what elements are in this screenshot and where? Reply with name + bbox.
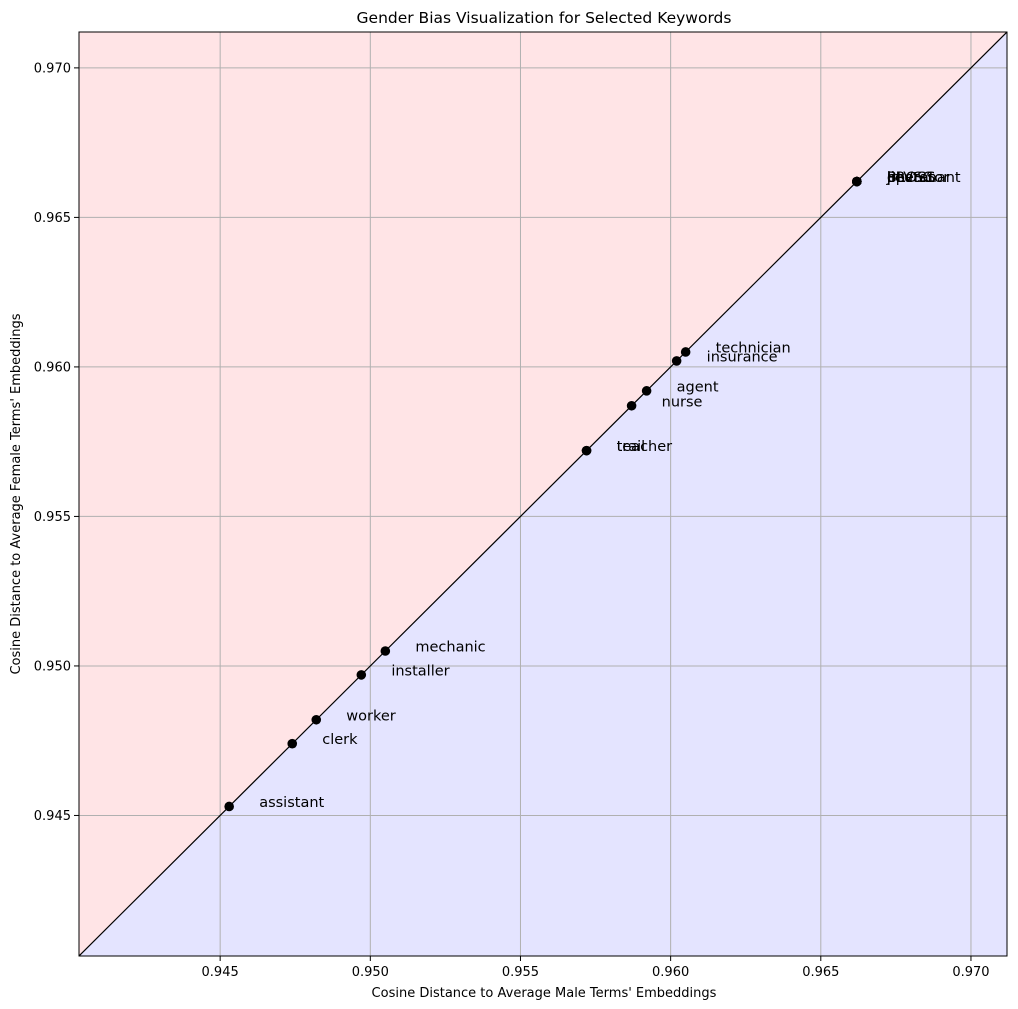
grid-lines bbox=[79, 32, 1007, 956]
point-label: installer bbox=[391, 663, 449, 679]
plot-frame bbox=[78, 31, 1008, 957]
data-point bbox=[680, 347, 691, 357]
point-label: nurse bbox=[662, 394, 703, 410]
chart-title: Gender Bias Visualization for Selected K… bbox=[357, 9, 732, 27]
x-tick-label: 0.945 bbox=[202, 965, 239, 980]
point-label: trail bbox=[617, 439, 646, 455]
data-points bbox=[224, 176, 862, 812]
y-tick-label: 0.960 bbox=[34, 360, 71, 375]
x-tick-label: 0.970 bbox=[952, 965, 989, 980]
data-point bbox=[380, 646, 391, 656]
y-tick-label: 0.965 bbox=[34, 211, 71, 226]
y-tick-label: 0.970 bbox=[34, 61, 71, 76]
point-label: Jr bbox=[886, 170, 897, 186]
point-label: PROSS bbox=[887, 170, 936, 186]
point-label: BLVSC bbox=[887, 170, 933, 186]
x-tick-label: 0.955 bbox=[502, 965, 539, 980]
point-labels: assistant clerk worker installer mechanic tea… bbox=[259, 170, 961, 811]
x-tick-label: 0.960 bbox=[652, 965, 689, 980]
data-point bbox=[626, 400, 637, 411]
point-label: lieutenant bbox=[887, 170, 961, 186]
data-point bbox=[356, 670, 367, 680]
point-label: clerk bbox=[322, 732, 358, 748]
y-axis-label: Cosine Distance to Average Female Terms'… bbox=[9, 313, 24, 674]
point-label: pr bbox=[887, 170, 902, 186]
point-label: insurance bbox=[707, 349, 778, 365]
point-label: operator bbox=[887, 170, 949, 186]
data-point bbox=[287, 738, 298, 749]
y-tick-label: 0.945 bbox=[34, 809, 71, 824]
point-label: teacher bbox=[617, 439, 673, 455]
data-point bbox=[671, 356, 682, 366]
x-axis-label: Cosine Distance to Average Male Terms' E… bbox=[372, 986, 717, 1001]
x-tick-label: 0.950 bbox=[352, 965, 389, 980]
data-point bbox=[311, 714, 322, 725]
point-label: assistant bbox=[259, 795, 324, 811]
x-tick-label: 0.965 bbox=[802, 965, 839, 980]
data-point bbox=[852, 176, 862, 187]
y-tick-label: 0.955 bbox=[34, 510, 71, 525]
x-axis-ticks: 0.945 0.950 0.955 0.960 0.965 0.970 bbox=[202, 956, 990, 980]
equality-diagonal-line bbox=[79, 32, 1007, 956]
point-label: worker bbox=[346, 708, 395, 724]
point-label: mechanic bbox=[415, 639, 485, 655]
data-point bbox=[224, 801, 234, 812]
data-point bbox=[641, 386, 652, 396]
point-label: agent bbox=[677, 379, 719, 395]
y-tick-label: 0.950 bbox=[34, 659, 71, 674]
data-point bbox=[581, 445, 592, 456]
y-axis-ticks: 0.945 0.950 0.955 0.960 0.965 0.970 bbox=[34, 61, 79, 824]
point-label: technician bbox=[716, 340, 791, 356]
